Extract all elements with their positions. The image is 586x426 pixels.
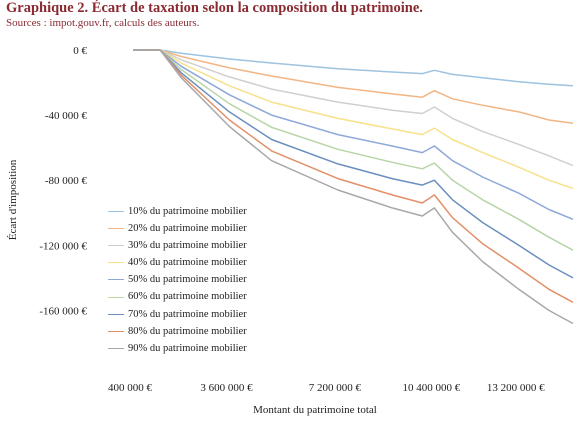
series-line-8 <box>133 49 574 303</box>
legend-item: 20% du patrimoine mobilier <box>108 220 247 237</box>
legend-item: 40% du patrimoine mobilier <box>108 254 247 271</box>
x-tick-label: 10 400 000 € <box>402 382 460 394</box>
chart-legend: 10% du patrimoine mobilier 20% du patrimo… <box>108 203 247 357</box>
legend-swatch <box>108 211 124 213</box>
legend-item: 60% du patrimoine mobilier <box>108 288 247 305</box>
y-tick-label: -120 000 € <box>39 240 87 252</box>
legend-swatch <box>108 313 124 315</box>
legend-swatch <box>108 296 124 298</box>
x-tick-label: 13 200 000 € <box>487 382 545 394</box>
series-line-3 <box>133 49 574 167</box>
legend-label: 40% du patrimoine mobilier <box>128 257 247 269</box>
legend-label: 20% du patrimoine mobilier <box>128 223 247 235</box>
legend-label: 80% du patrimoine mobilier <box>128 325 247 337</box>
legend-label: 60% du patrimoine mobilier <box>128 291 247 303</box>
series-line-5 <box>133 49 574 220</box>
y-tick-label: -80 000 € <box>45 175 88 187</box>
legend-swatch <box>108 347 124 349</box>
series-line-2 <box>133 49 574 125</box>
legend-swatch <box>108 245 124 247</box>
legend-label: 10% du patrimoine mobilier <box>128 206 247 217</box>
legend-label: 90% du patrimoine mobilier <box>128 342 247 354</box>
series-line-1 <box>133 49 574 87</box>
legend-item: 30% du patrimoine mobilier <box>108 237 247 254</box>
x-tick-label: 400 000 € <box>108 382 153 394</box>
legend-item: 80% du patrimoine mobilier <box>108 323 247 340</box>
legend-item: 10% du patrimoine mobilier <box>108 203 247 220</box>
legend-swatch <box>108 262 124 264</box>
legend-swatch <box>108 279 124 281</box>
series-line-6 <box>133 49 574 251</box>
x-tick-label: 7 200 000 € <box>309 382 362 394</box>
legend-swatch <box>108 228 124 230</box>
legend-item: 50% du patrimoine mobilier <box>108 271 247 288</box>
x-tick-label: 3 600 000 € <box>200 382 253 394</box>
legend-swatch <box>108 330 124 332</box>
series-line-4 <box>133 49 574 190</box>
series-line-9 <box>133 49 574 325</box>
chart-subtitle: Sources : impot.gouv.fr, calculs des aut… <box>6 17 200 29</box>
legend-label: 50% du patrimoine mobilier <box>128 274 247 286</box>
legend-label: 30% du patrimoine mobilier <box>128 240 247 252</box>
chart-title: Graphique 2. Écart de taxation selon la … <box>6 0 423 16</box>
series-line-7 <box>133 49 574 279</box>
legend-label: 70% du patrimoine mobilier <box>128 308 247 320</box>
y-tick-label: -160 000 € <box>39 305 87 317</box>
legend-item: 90% du patrimoine mobilier <box>108 340 247 357</box>
y-tick-label: -40 000 € <box>45 110 88 122</box>
y-axis-label: Écart d'imposition <box>7 159 19 240</box>
x-axis-label: Montant du patrimoine total <box>253 404 377 416</box>
y-tick-label: 0 € <box>73 45 87 57</box>
legend-item: 70% du patrimoine mobilier <box>108 306 247 323</box>
